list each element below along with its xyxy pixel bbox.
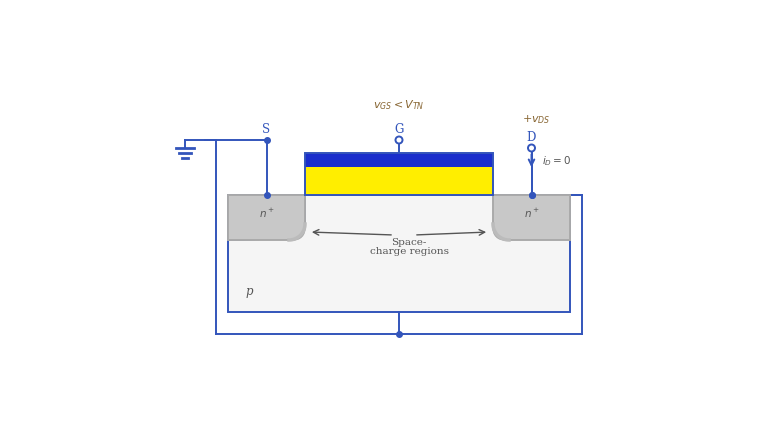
Bar (228, 195, 570, 312)
Text: $n^+$: $n^+$ (524, 207, 539, 220)
Text: $n^+$: $n^+$ (259, 207, 274, 220)
Text: $v_{GS} < V_{TN}$: $v_{GS} < V_{TN}$ (373, 98, 425, 112)
Text: charge regions: charge regions (369, 247, 449, 256)
PathPatch shape (228, 195, 305, 240)
Text: S: S (263, 123, 270, 136)
Bar (305, 167, 493, 195)
Text: D: D (527, 131, 536, 144)
PathPatch shape (228, 195, 305, 240)
Bar (305, 153, 493, 167)
PathPatch shape (493, 195, 570, 240)
Bar (305, 153, 493, 195)
Text: p: p (246, 286, 253, 299)
Text: $i_D = 0$: $i_D = 0$ (541, 154, 571, 168)
Text: G: G (394, 123, 404, 136)
Text: $+v_{DS}$: $+v_{DS}$ (522, 113, 551, 126)
Text: Space-: Space- (392, 238, 427, 247)
